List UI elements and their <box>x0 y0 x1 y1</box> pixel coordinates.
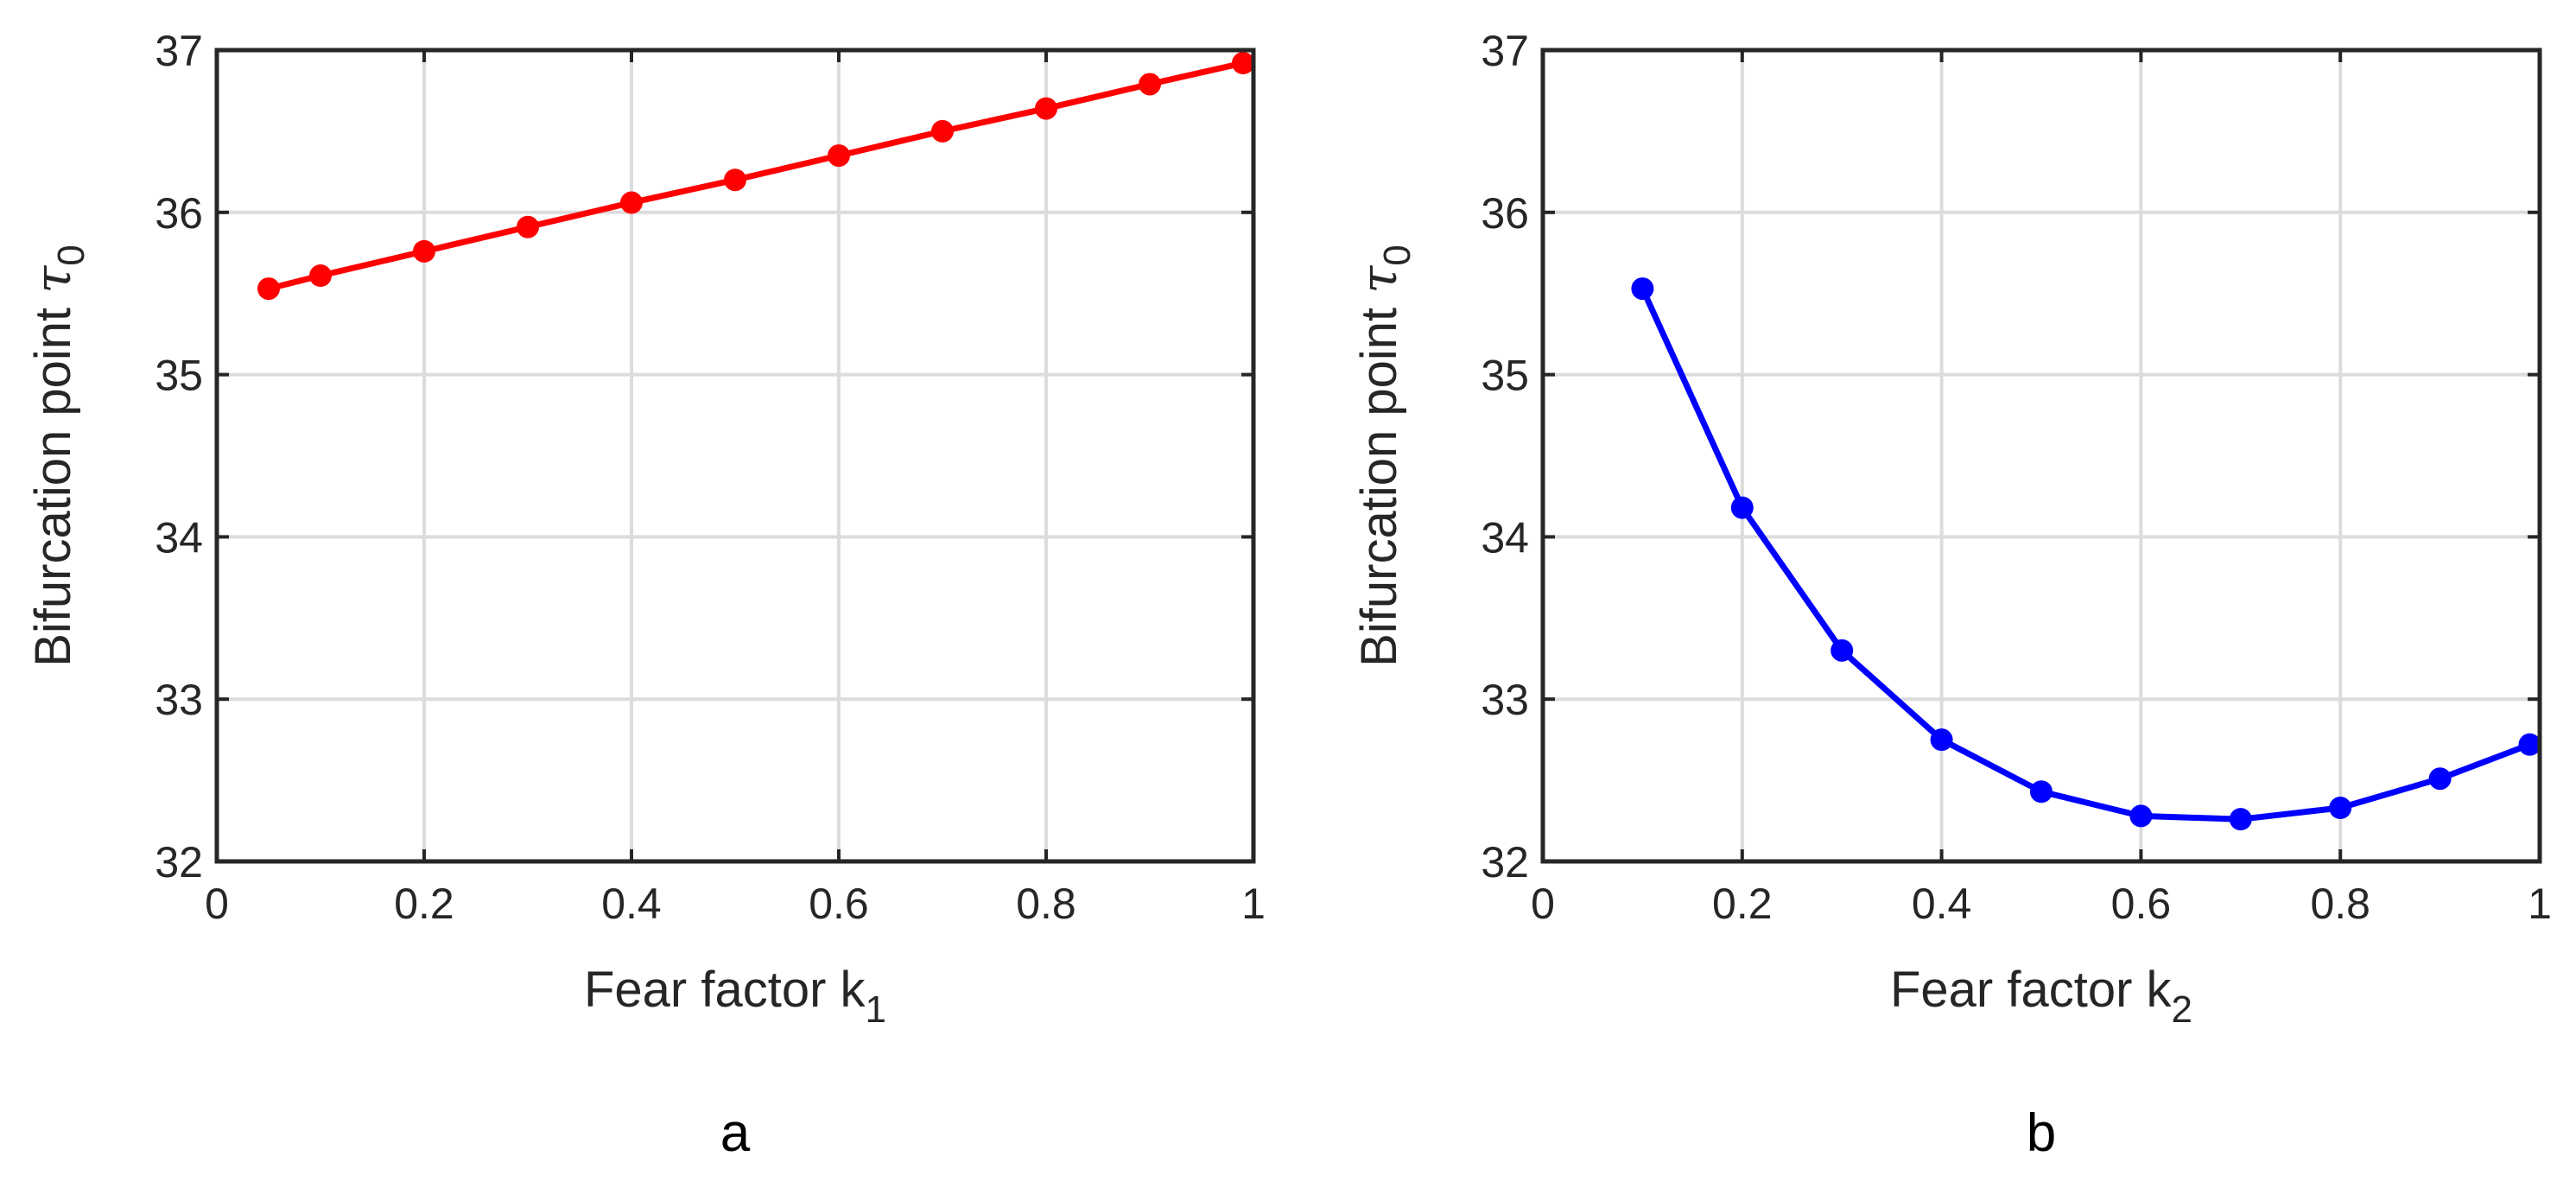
y-tick-label: 33 <box>155 676 203 724</box>
data-point <box>1232 52 1254 75</box>
x-axis-label-subscript: 1 <box>866 988 886 1031</box>
x-axis-label: Fear factor k1 <box>584 962 886 1031</box>
data-point <box>931 119 954 143</box>
panel-label: b <box>2027 1103 2056 1163</box>
y-axis-label-symbol: τ <box>23 265 82 294</box>
data-point <box>2229 808 2252 831</box>
data-point <box>828 144 850 168</box>
y-axis-label-subscript: 0 <box>1376 245 1418 265</box>
y-tick-label: 32 <box>155 838 203 886</box>
data-point <box>257 277 280 301</box>
y-axis-label-symbol: τ <box>1349 265 1408 294</box>
data-point <box>620 191 643 214</box>
x-axis-label: Fear factor k2 <box>1890 962 2192 1031</box>
x-tick-label: 0.6 <box>2111 880 2172 928</box>
panel-b: 0 0.2 0.4 0.6 0.8 1 32 33 34 35 36 37 Fear factor k2… <box>1349 27 2552 1163</box>
x-tick-label: 0.4 <box>601 880 662 928</box>
panel-label: a <box>720 1103 751 1163</box>
y-tick-label: 35 <box>1481 352 1529 400</box>
data-point <box>517 215 539 238</box>
grid <box>217 50 1253 861</box>
data-point <box>2428 767 2452 791</box>
y-tick-label: 36 <box>155 189 203 238</box>
y-tick-label: 37 <box>155 27 203 75</box>
y-tick-label: 37 <box>1481 27 1529 75</box>
data-point <box>1139 73 1161 96</box>
y-axis-label: Bifurcation point τ0 <box>23 245 92 667</box>
data-point <box>1930 728 1953 752</box>
data-point <box>309 264 332 288</box>
data-point <box>2329 797 2352 820</box>
data-point <box>1830 638 1854 662</box>
grid <box>1543 50 2540 861</box>
data-point <box>1035 97 1057 120</box>
y-tick-label: 34 <box>155 513 203 562</box>
x-axis-label-main: Fear factor k <box>584 962 866 1018</box>
x-tick-label: 0 <box>205 880 229 928</box>
x-tick-label: 0.8 <box>1016 880 1076 928</box>
x-tick-label: 1 <box>2528 880 2552 928</box>
x-tick-label: 0.6 <box>809 880 869 928</box>
y-tick-label: 36 <box>1481 189 1529 238</box>
data-point <box>413 239 435 263</box>
data-point <box>2129 804 2153 828</box>
y-axis-label-subscript: 0 <box>50 245 92 265</box>
y-tick-label: 32 <box>1481 838 1529 886</box>
x-tick-label: 0.2 <box>1712 880 1773 928</box>
y-axis-label-main: Bifurcation point <box>1351 294 1407 667</box>
axes-box <box>214 48 1256 864</box>
y-tick-label: 35 <box>155 352 203 400</box>
y-axis-label-main: Bifurcation point <box>25 294 81 667</box>
x-tick-label: 0.8 <box>2310 880 2370 928</box>
x-axis-label-main: Fear factor k <box>1890 962 2173 1018</box>
axes-box <box>1540 48 2542 864</box>
y-axis-label: Bifurcation point τ0 <box>1349 245 1418 667</box>
x-tick-label: 0.4 <box>1912 880 1972 928</box>
data-point <box>724 168 746 192</box>
x-tick-label: 0.2 <box>394 880 454 928</box>
series-line <box>1640 287 2531 823</box>
data-point <box>1730 496 1754 519</box>
data-point <box>2518 733 2541 756</box>
data-point <box>1631 277 1654 301</box>
x-tick-label: 0 <box>1531 880 1555 928</box>
data-point <box>2030 780 2053 804</box>
x-axis-label-subscript: 2 <box>2172 988 2192 1031</box>
y-tick-label: 34 <box>1481 513 1529 562</box>
x-tick-label: 1 <box>1241 880 1266 928</box>
y-tick-label: 33 <box>1481 676 1529 724</box>
